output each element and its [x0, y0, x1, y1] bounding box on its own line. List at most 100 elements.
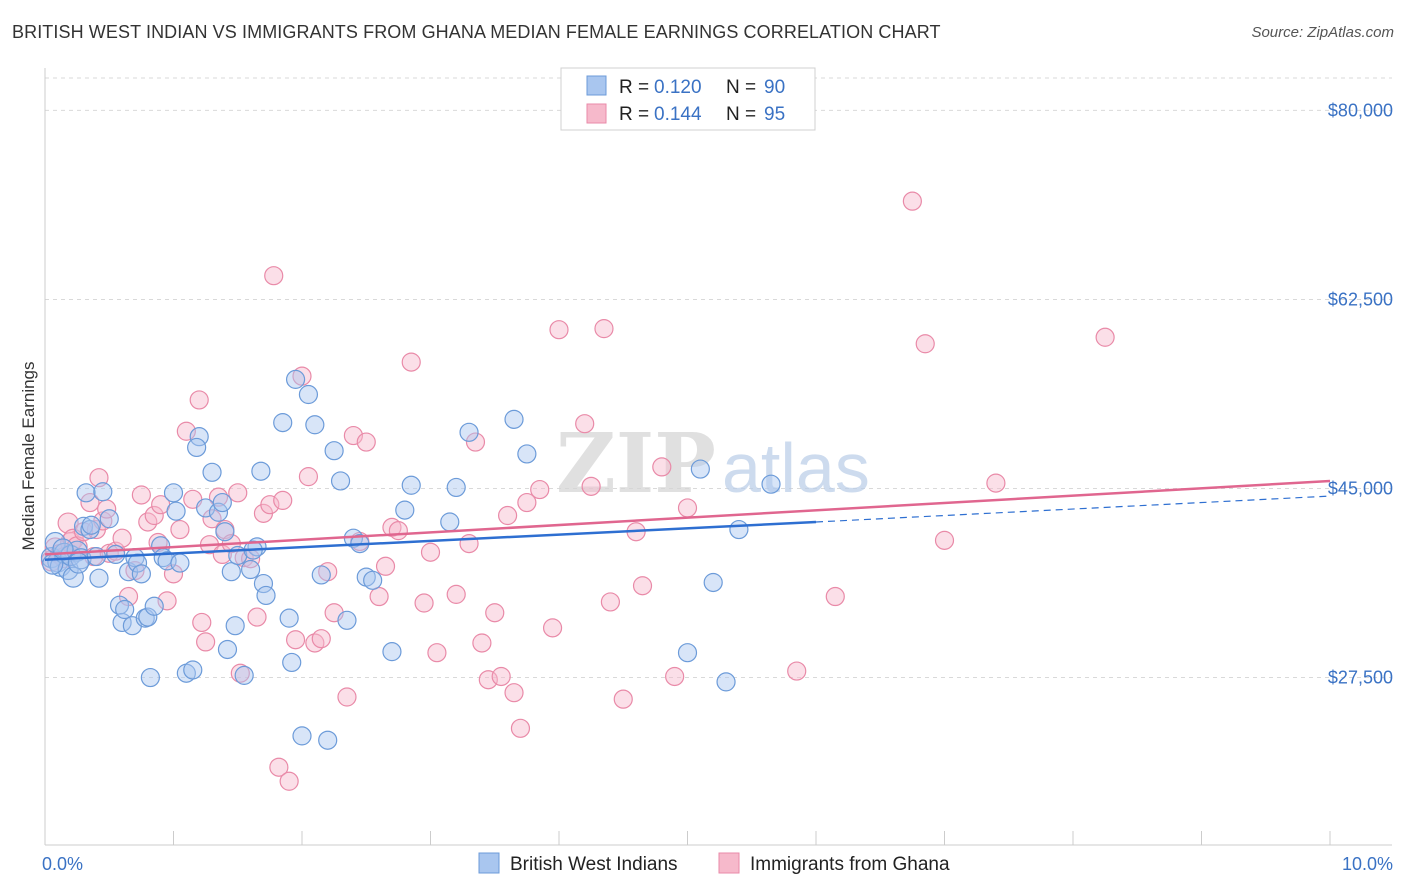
- bwi-point-25: [131, 564, 151, 584]
- bwi-point-75: [504, 409, 524, 429]
- ghana-point-75: [491, 666, 511, 687]
- bwi-point-89: [363, 570, 383, 590]
- bwi-point-52: [253, 573, 274, 594]
- bwi-point-33: [163, 483, 184, 503]
- ghana-point-25: [157, 591, 177, 611]
- y-tick-label-2: $62,500: [1328, 289, 1393, 309]
- ghana-point-20: [131, 485, 151, 505]
- bwi-trend-extension: [815, 495, 1331, 523]
- bwi-point-69: [382, 642, 402, 662]
- ghana-point-64: [388, 521, 408, 541]
- ghana-point-91: [787, 661, 807, 681]
- bwi-point-34: [166, 501, 186, 521]
- bwi-point-82: [761, 474, 781, 494]
- ghana-point-92: [825, 586, 845, 607]
- chart-title: BRITISH WEST INDIAN VS IMMIGRANTS FROM G…: [12, 22, 941, 42]
- ghana-trend-line: [44, 479, 1331, 556]
- ghana-point-96: [986, 473, 1006, 493]
- correlation-legend: R = 0.120 N = 90 R = 0.144 N = 95: [560, 67, 816, 131]
- bwi-point-45: [221, 562, 241, 582]
- x-tick-label-start: 0.0%: [42, 854, 83, 874]
- bwi-point-35: [170, 553, 190, 573]
- bwi-point-48: [234, 665, 254, 685]
- ghana-point-54: [311, 629, 331, 649]
- bwi-point-76: [517, 444, 537, 464]
- ghana-point-49: [279, 771, 299, 791]
- ghana-point-98: [613, 689, 633, 709]
- ghana-point-95: [934, 530, 955, 550]
- bwi-point-58: [292, 726, 312, 746]
- ghana-point-89: [652, 457, 672, 477]
- ghana-point-45: [260, 495, 280, 515]
- bwi-point-14: [89, 568, 109, 588]
- ghana-point-61: [369, 586, 389, 607]
- bwi-point-79: [703, 572, 723, 593]
- legend-n-label-1: N =: [726, 77, 756, 98]
- ghana-point-70: [459, 534, 479, 554]
- ghana-point-32: [196, 632, 216, 652]
- bwi-point-65: [337, 610, 357, 630]
- ghana-point-72: [472, 633, 492, 653]
- bwi-point-44: [217, 639, 238, 660]
- legend-n-value-2: 95: [764, 104, 785, 125]
- bwi-point-59: [298, 384, 319, 405]
- ghana-point-9: [80, 492, 100, 513]
- bwi-point-40: [202, 462, 222, 482]
- bwi-point-27: [138, 607, 158, 627]
- bwi-point-85: [67, 552, 90, 574]
- ghana-point-90: [665, 666, 685, 687]
- ghana-points: [40, 191, 1115, 791]
- ghana-point-22: [144, 505, 164, 526]
- bwi-point-29: [144, 596, 164, 616]
- ghana-point-50: [285, 630, 306, 650]
- ghana-point-27: [170, 519, 190, 540]
- ghana-point-47: [269, 757, 289, 777]
- ghana-point-84: [581, 476, 601, 496]
- ghana-point-28: [176, 421, 196, 441]
- axes: [44, 68, 1392, 846]
- ghana-point-78: [510, 718, 531, 738]
- ghana-point-81: [542, 618, 563, 638]
- legend-r-label-2: R =: [619, 104, 649, 125]
- y-tick-labels: $27,500 $45,000 $62,500 $80,000: [1328, 100, 1393, 687]
- ghana-point-30: [189, 390, 209, 410]
- ghana-point-93: [902, 191, 922, 211]
- ghana-point-94: [915, 334, 935, 354]
- ghana-point-60: [356, 432, 376, 452]
- bwi-point-74: [459, 422, 479, 442]
- ghana-point-77: [504, 683, 524, 703]
- ghana-point-35: [208, 487, 229, 507]
- legend-r-label-1: R =: [619, 77, 649, 98]
- watermark-atlas: atlas: [722, 429, 870, 507]
- ghana-point-79: [517, 492, 537, 513]
- bottom-legend-label-pink: Immigrants from Ghana: [750, 854, 950, 875]
- ghana-point-62: [375, 556, 396, 576]
- bwi-point-70: [395, 500, 415, 520]
- ghana-point-83: [575, 414, 595, 434]
- ghana-point-17: [112, 528, 132, 548]
- trend-lines: [44, 479, 1331, 562]
- ghana-point-80: [530, 479, 550, 500]
- series-legend: British West Indians Immigrants from Gha…: [478, 852, 950, 875]
- bwi-point-62: [318, 730, 338, 750]
- ghana-point-88: [632, 576, 653, 596]
- bwi-point-16: [99, 509, 119, 529]
- bwi-point-7: [62, 566, 84, 588]
- ghana-point-66: [414, 593, 434, 613]
- bwi-point-84: [52, 538, 74, 560]
- bwi-point-86: [81, 515, 101, 535]
- bwi-point-63: [324, 441, 344, 461]
- x-tick-label-end: 10.0%: [1342, 854, 1393, 874]
- bwi-point-80: [716, 672, 736, 692]
- legend-n-value-1: 90: [764, 77, 785, 98]
- bottom-legend-label-blue: British West Indians: [510, 854, 678, 875]
- legend-swatch-blue: [586, 75, 607, 96]
- ghana-point-69: [446, 584, 466, 604]
- bwi-point-42: [212, 492, 232, 513]
- ghana-point-71: [465, 432, 486, 452]
- bwi-point-11: [76, 483, 96, 503]
- bwi-point-41: [208, 502, 229, 522]
- bwi-point-73: [446, 477, 466, 498]
- bwi-point-57: [285, 369, 306, 389]
- bwi-point-28: [140, 667, 160, 688]
